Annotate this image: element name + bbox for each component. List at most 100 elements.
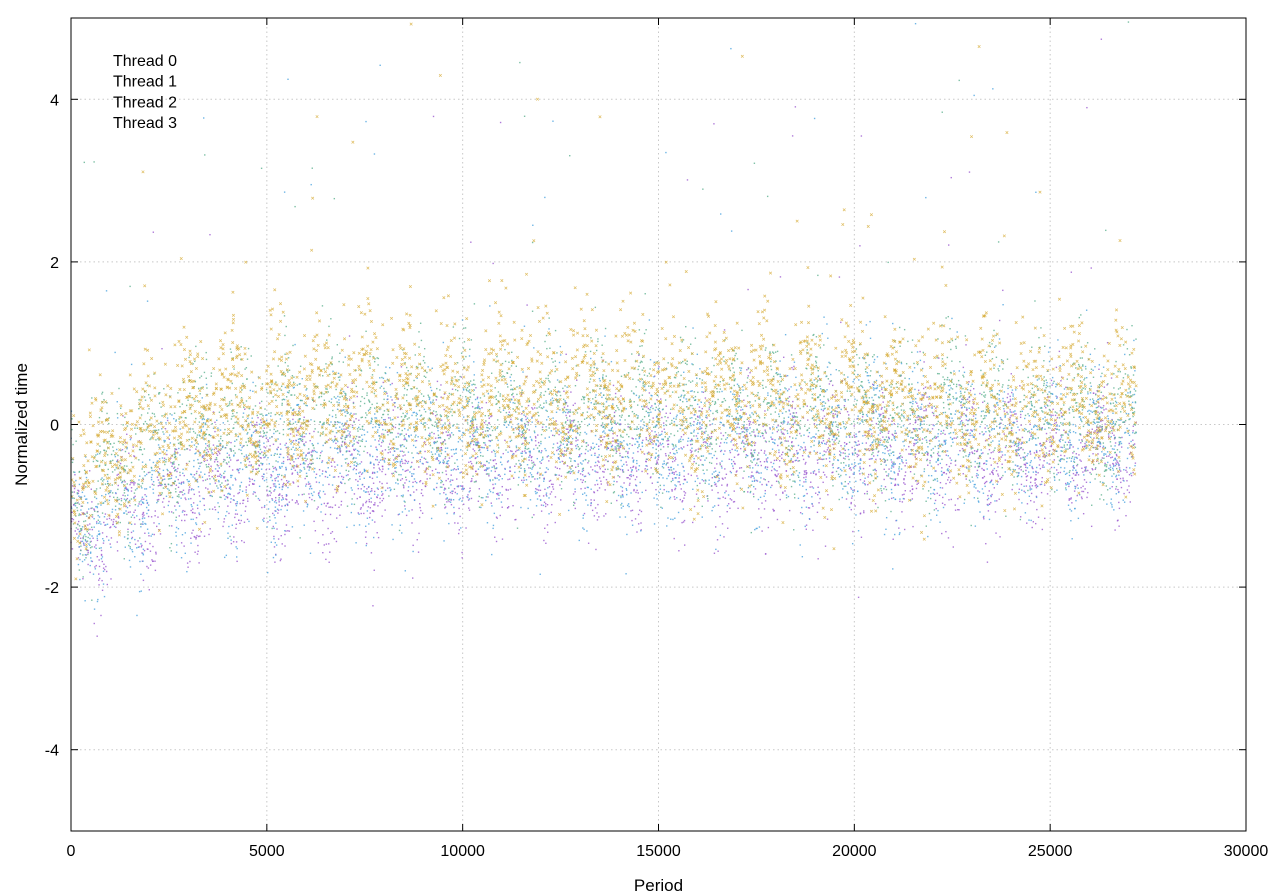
data-point [873,389,875,391]
data-point [229,501,232,503]
data-point [917,381,919,384]
data-point [574,488,576,490]
data-point [899,452,901,455]
data-point [709,443,711,446]
data-point [270,473,272,476]
data-point [86,511,88,513]
data-point [446,512,448,515]
data-point [190,473,192,475]
data-point [298,446,301,448]
data-point [673,473,675,476]
data-point [630,474,632,476]
data-point [566,419,569,421]
data-point [997,475,1000,477]
data-point [993,467,996,470]
data-point [775,459,778,461]
data-point [1070,457,1073,460]
data-point [134,523,136,525]
data-point [457,485,459,488]
data-point [777,390,779,393]
data-point [541,426,544,428]
data-point [280,508,282,511]
data-point [827,337,829,339]
data-point [415,412,418,414]
data-point [1132,439,1134,441]
data-point [746,427,748,429]
data-point [159,533,162,535]
data-point [1114,445,1116,447]
data-point [756,429,758,431]
data-point [349,431,351,433]
data-point [635,484,637,486]
data-point [724,468,726,470]
data-point [280,558,282,560]
data-point [403,445,405,448]
data-point [914,456,916,458]
data-point [141,513,144,516]
data-point [911,488,914,491]
data-point [320,511,322,513]
data-point [373,569,375,571]
data-point [895,519,898,522]
data-point [285,498,287,500]
data-point [841,380,844,382]
data-point [129,438,132,441]
data-point [561,460,564,463]
data-point [859,459,861,461]
data-point [404,462,406,465]
data-point [370,497,372,499]
data-point [353,413,355,415]
data-point [658,444,660,447]
data-point [204,509,206,511]
data-point [413,473,415,475]
data-point [473,361,475,363]
data-point [157,516,159,518]
data-point [628,474,631,477]
data-point [496,517,498,519]
data-point [1043,484,1046,486]
data-point [716,457,718,460]
data-point [291,472,294,474]
data-point [271,479,274,482]
data-point [1094,430,1096,432]
data-point [867,375,870,377]
data-point [292,409,295,411]
data-point [738,433,740,435]
data-point [866,490,868,493]
data-point [547,416,550,418]
data-point [698,415,701,417]
data-point [425,468,427,471]
data-point [1128,453,1131,455]
data-point [364,491,367,493]
data-point [91,535,93,537]
data-point [296,473,299,475]
data-point [444,507,446,509]
data-point [1074,474,1076,476]
data-point [992,469,994,472]
data-point [117,515,120,518]
data-point [521,452,523,455]
data-point [847,448,850,451]
data-point [871,449,874,452]
data-point [397,398,400,400]
data-point [386,431,389,433]
data-point [458,507,460,510]
data-point [217,518,220,520]
data-point [404,508,407,510]
data-point [400,444,402,446]
data-point [446,447,449,449]
data-point [384,489,387,492]
data-point [276,473,279,476]
data-point [941,502,944,504]
data-point [891,433,893,436]
data-point [316,457,318,460]
data-point [448,500,450,503]
data-point [1095,446,1097,449]
data-point [567,431,570,433]
data-point [898,527,900,529]
data-point [783,419,785,422]
data-point [938,494,941,496]
data-point [272,470,274,473]
data-point [629,478,631,480]
data-point [1118,441,1120,443]
